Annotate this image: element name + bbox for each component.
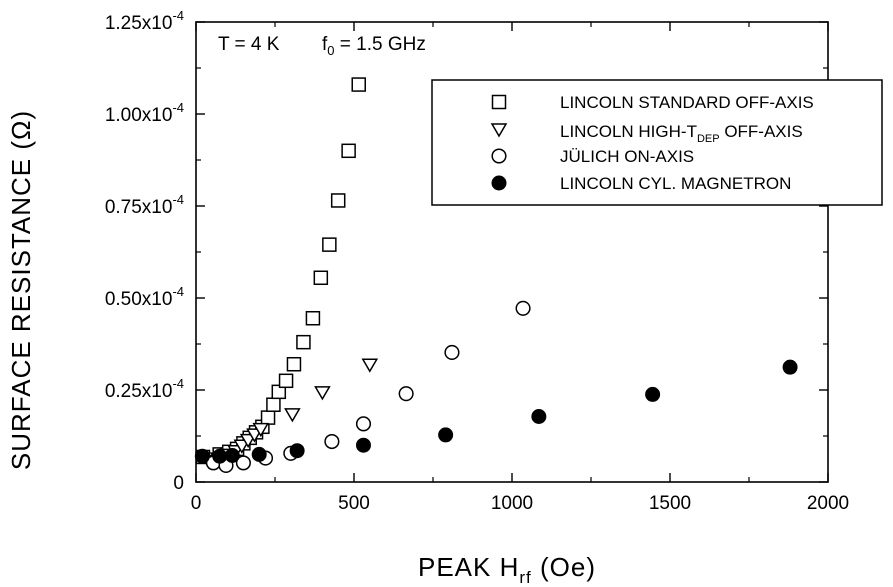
y-tick-mantissa: 0.75x10 (105, 197, 173, 218)
data-point (296, 334, 311, 350)
data-point (531, 408, 547, 424)
y-tick-label: 1.00x10-4 (105, 100, 184, 126)
y-tick-label: 0.50x10-4 (105, 284, 184, 310)
data-point (266, 397, 281, 412)
y-tick-mantissa: 0.25x10 (105, 381, 173, 402)
legend: LINCOLN STANDARD OFF-AXIS LINCOLN HIGH-T… (431, 79, 883, 206)
y-tick-exponent: -4 (172, 284, 184, 299)
data-point (260, 410, 276, 425)
legend-label-lincoln-high-t-sub: DEP (697, 133, 720, 145)
legend-marker (491, 148, 507, 164)
y-tick-label: 0.25x10-4 (105, 376, 184, 402)
data-point (286, 356, 302, 372)
y-tick-label: 1.25x10-4 (105, 8, 184, 34)
x-axis-title-suffix: (Oe) (532, 552, 596, 582)
data-point (305, 310, 321, 326)
data-point (212, 448, 228, 464)
data-point (438, 427, 454, 443)
y-axis-title: SURFACE RESISTANCE (Ω) (6, 110, 36, 470)
legend-marker (491, 175, 507, 191)
data-point (313, 270, 329, 286)
legend-label-lincoln-high-t-suffix: OFF-AXIS (720, 122, 803, 141)
data-point (284, 408, 301, 423)
frequency-subscript: 0 (327, 43, 334, 58)
x-tick-label: 0 (191, 493, 202, 514)
y-tick-mantissa: 1.00x10 (105, 105, 173, 126)
frequency-symbol: f (322, 34, 328, 55)
data-point (251, 446, 267, 462)
legend-label-lincoln-high-t-main: LINCOLN HIGH-T (560, 122, 697, 141)
y-tick-exponent: -4 (172, 8, 184, 23)
data-point (330, 193, 346, 208)
y-tick-exponent: -4 (172, 100, 184, 115)
y-tick-mantissa: 0.50x10 (105, 289, 173, 310)
data-point (355, 416, 372, 432)
frequency-value: = 1.5 GHz (335, 34, 426, 55)
legend-marker (491, 94, 507, 110)
data-point (289, 443, 305, 459)
data-point (515, 300, 531, 316)
data-point (361, 358, 379, 373)
data-point (355, 437, 371, 453)
temperature-annotation: T = 4 K (218, 34, 280, 55)
data-point (645, 386, 661, 402)
plot-area: 0 500 1000 1500 200000.25x10-40.50x10-40.75x… (105, 8, 849, 514)
data-point (322, 237, 337, 252)
data-point (341, 143, 356, 159)
y-tick-exponent: -4 (172, 376, 184, 391)
data-point (324, 433, 340, 450)
frequency-annotation: f0 = 1.5 GHz (322, 34, 426, 58)
legend-label-julich: JÜLICH ON-AXIS (560, 147, 694, 166)
data-point (351, 77, 366, 92)
x-tick-label: 1000 (491, 493, 533, 514)
legend-marker (490, 123, 508, 138)
data-point (314, 386, 331, 401)
series-lincoln-standard-off-axis (195, 77, 366, 465)
data-markers (194, 77, 798, 473)
x-tick-label: 1500 (649, 493, 691, 514)
x-axis-title-main: PEAK H (418, 552, 519, 582)
y-tick-mantissa: 1.25x10 (105, 13, 173, 34)
legend-label-lincoln-magnetron: LINCOLN CYL. MAGNETRON (560, 174, 791, 193)
data-point (271, 384, 287, 400)
series-j-lich-on-axis (205, 300, 531, 473)
data-point (782, 359, 798, 375)
x-axis-title: PEAK Hrf (Oe) (418, 552, 596, 587)
data-point (444, 344, 460, 361)
legend-label-lincoln-standard: LINCOLN STANDARD OFF-AXIS (560, 93, 814, 112)
data-point (398, 386, 414, 402)
x-axis-title-sub: rf (519, 568, 531, 587)
legend-box (431, 79, 883, 206)
x-tick-label: 500 (338, 493, 370, 514)
y-tick-exponent: -4 (172, 192, 184, 207)
data-point (252, 422, 270, 438)
data-point (224, 448, 240, 464)
series-lincoln-cyl-magnetron (194, 359, 798, 464)
data-point (235, 455, 251, 471)
legend-label-lincoln-high-t: LINCOLN HIGH-TDEP OFF-AXIS (560, 122, 803, 145)
legend-symbols (490, 94, 508, 191)
y-tick-label: 0 (173, 473, 184, 494)
y-tick-label: 0.75x10-4 (105, 192, 184, 218)
x-tick-label: 2000 (807, 493, 849, 514)
y-tick-mantissa: 0 (173, 473, 184, 494)
data-point (194, 448, 210, 464)
data-point (278, 373, 294, 389)
